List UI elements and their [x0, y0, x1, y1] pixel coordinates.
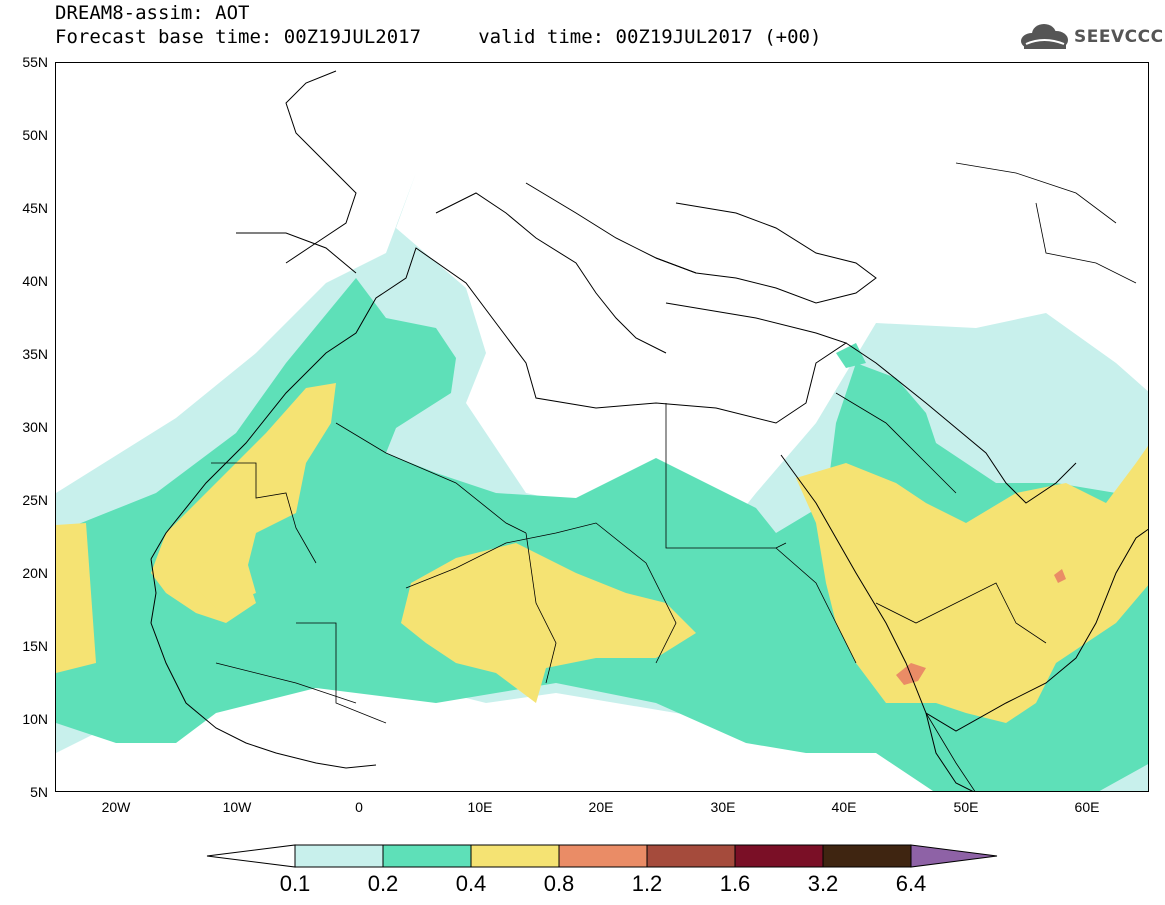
- lat-label-35n: 35N: [22, 346, 48, 362]
- lat-label-50n: 50N: [22, 127, 48, 143]
- colorbar-segment-0: [294, 844, 384, 868]
- colorbar-label-0: 0.1: [279, 871, 311, 896]
- colorbar-label-6: 3.2: [807, 871, 839, 896]
- colorbar-label-4: 1.2: [631, 871, 663, 896]
- colorbar-segment-6: [822, 844, 912, 868]
- colorbar: [206, 844, 998, 868]
- aot-field-0.4-0.8: [56, 383, 1148, 723]
- colorbar-segment-5: [734, 844, 824, 868]
- colorbar-under-triangle: [206, 844, 296, 868]
- coastlines: [150, 70, 1148, 791]
- cloud-icon: [1021, 24, 1068, 49]
- country-borders: [211, 162, 1137, 791]
- colorbar-over-triangle: [910, 844, 998, 868]
- lat-label-10n: 10N: [22, 711, 48, 727]
- lat-label-45n: 45N: [22, 200, 48, 216]
- lon-label-50e: 50E: [953, 799, 979, 815]
- colorbar-segment-3: [558, 844, 648, 868]
- lon-label-10e: 10E: [467, 799, 493, 815]
- seevccc-logo: SEEVCCC: [1018, 22, 1164, 52]
- lat-label-5n: 5N: [30, 784, 48, 800]
- lon-label-10w: 10W: [222, 799, 252, 815]
- lat-label-15n: 15N: [22, 638, 48, 654]
- lon-label-40e: 40E: [831, 799, 857, 815]
- map-title: DREAM8-assim: AOT: [55, 2, 250, 24]
- lat-label-20n: 20N: [22, 565, 48, 581]
- lon-label-20w: 20W: [101, 799, 131, 815]
- colorbar-label-2: 0.4: [455, 871, 487, 896]
- lat-label-55n: 55N: [22, 54, 48, 70]
- lon-label-0: 0: [355, 799, 363, 815]
- forecast-time-line: Forecast base time: 00Z19JUL2017 valid t…: [55, 26, 822, 48]
- aot-field-0.8-1.2: [896, 569, 1066, 685]
- lat-label-25n: 25N: [22, 492, 48, 508]
- colorbar-segment-2: [470, 844, 560, 868]
- colorbar-label-1: 0.2: [367, 871, 399, 896]
- lon-label-60e: 60E: [1074, 799, 1100, 815]
- colorbar-label-5: 1.6: [719, 871, 751, 896]
- lon-label-30e: 30E: [710, 799, 736, 815]
- lon-label-20e: 20E: [588, 799, 614, 815]
- logo-text: SEEVCCC: [1074, 27, 1164, 47]
- lat-label-30n: 30N: [22, 419, 48, 435]
- colorbar-label-7: 6.4: [895, 871, 927, 896]
- aot-map: [56, 70, 1148, 791]
- colorbar-segment-4: [646, 844, 736, 868]
- colorbar-label-3: 0.8: [543, 871, 575, 896]
- colorbar-segment-1: [382, 844, 472, 868]
- lat-label-40n: 40N: [22, 273, 48, 289]
- map-panel: [55, 62, 1149, 792]
